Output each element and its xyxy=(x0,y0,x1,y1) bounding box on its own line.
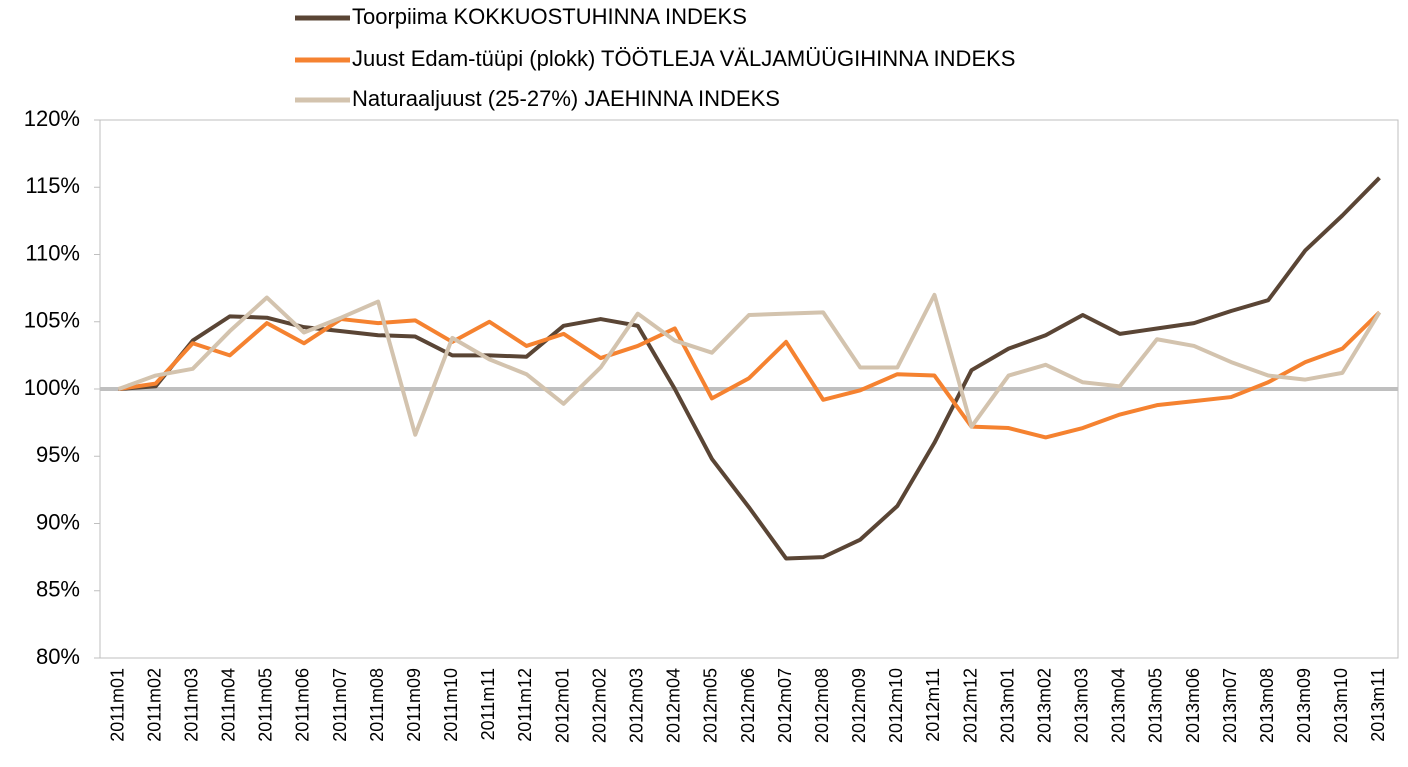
y-tick-label: 120% xyxy=(24,106,80,131)
y-tick-label: 80% xyxy=(36,644,80,669)
legend-label: Naturaaljuust (25-27%) JAEHINNA INDEKS xyxy=(352,86,780,111)
x-tick-label: 2011m02 xyxy=(144,668,164,742)
y-tick-label: 115% xyxy=(25,173,80,198)
x-tick-label: 2012m02 xyxy=(589,668,609,743)
legend-label: Toorpiima KOKKUOSTUHINNA INDEKS xyxy=(352,4,747,29)
y-tick-label: 105% xyxy=(24,308,80,333)
x-tick-label: 2013m01 xyxy=(997,668,1017,743)
x-tick-label: 2011m01 xyxy=(107,668,127,742)
x-tick-label: 2012m07 xyxy=(775,668,795,743)
x-tick-label: 2012m05 xyxy=(701,668,721,743)
x-tick-label: 2012m11 xyxy=(923,668,943,742)
x-tick-label: 2011m04 xyxy=(219,668,239,742)
x-tick-label: 2011m10 xyxy=(441,668,461,742)
y-tick-label: 85% xyxy=(36,577,80,602)
x-tick-label: 2011m09 xyxy=(404,668,424,742)
y-tick-label: 95% xyxy=(36,442,80,467)
x-tick-label: 2013m02 xyxy=(1034,668,1054,743)
x-tick-label: 2012m06 xyxy=(738,668,758,743)
x-tick-label: 2011m11 xyxy=(478,668,498,740)
x-tick-label: 2011m05 xyxy=(256,668,276,742)
series-line xyxy=(118,310,1381,440)
x-tick-label: 2012m04 xyxy=(664,668,684,743)
x-tick-label: 2013m08 xyxy=(1257,668,1277,743)
series-line xyxy=(117,292,1382,437)
x-tick-label: 2011m12 xyxy=(515,668,535,742)
x-tick-label: 2012m08 xyxy=(812,668,832,743)
x-tick-label: 2012m12 xyxy=(960,668,980,743)
x-tick-label: 2011m07 xyxy=(330,668,350,742)
x-tick-label: 2013m06 xyxy=(1183,668,1203,743)
x-tick-label: 2013m03 xyxy=(1072,668,1092,743)
x-tick-label: 2011m08 xyxy=(367,668,387,742)
x-tick-label: 2012m09 xyxy=(849,668,869,743)
y-tick-label: 90% xyxy=(36,509,80,534)
x-tick-label: 2012m01 xyxy=(552,668,572,743)
x-tick-label: 2011m03 xyxy=(181,668,201,742)
x-tick-label: 2013m07 xyxy=(1220,668,1240,743)
x-tick-label: 2013m05 xyxy=(1146,668,1166,743)
x-tick-label: 2013m10 xyxy=(1331,668,1351,743)
x-tick-label: 2013m11 xyxy=(1368,668,1388,742)
y-tick-label: 110% xyxy=(25,240,80,265)
x-tick-label: 2012m03 xyxy=(626,668,646,743)
x-tick-label: 2013m09 xyxy=(1294,668,1314,743)
x-tick-label: 2013m04 xyxy=(1109,668,1129,743)
y-tick-label: 100% xyxy=(24,375,80,400)
x-tick-label: 2011m06 xyxy=(293,668,313,742)
legend-label: Juust Edam-tüüpi (plokk) TÖÖTLEJA VÄLJAM… xyxy=(352,46,1015,71)
series-line xyxy=(118,176,1381,561)
x-tick-label: 2012m10 xyxy=(886,668,906,743)
